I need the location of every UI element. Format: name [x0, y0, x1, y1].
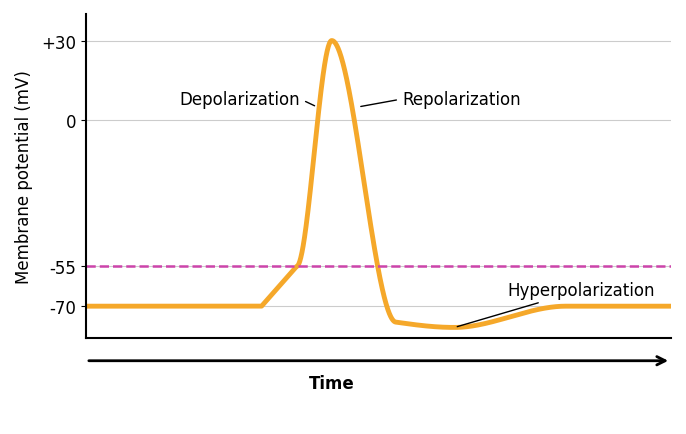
Text: Repolarization: Repolarization — [361, 91, 521, 109]
Y-axis label: Membrane potential (mV): Membrane potential (mV) — [15, 70, 33, 283]
Text: Hyperpolarization: Hyperpolarization — [458, 282, 654, 327]
Text: Time: Time — [309, 374, 355, 392]
Text: Depolarization: Depolarization — [180, 91, 315, 109]
